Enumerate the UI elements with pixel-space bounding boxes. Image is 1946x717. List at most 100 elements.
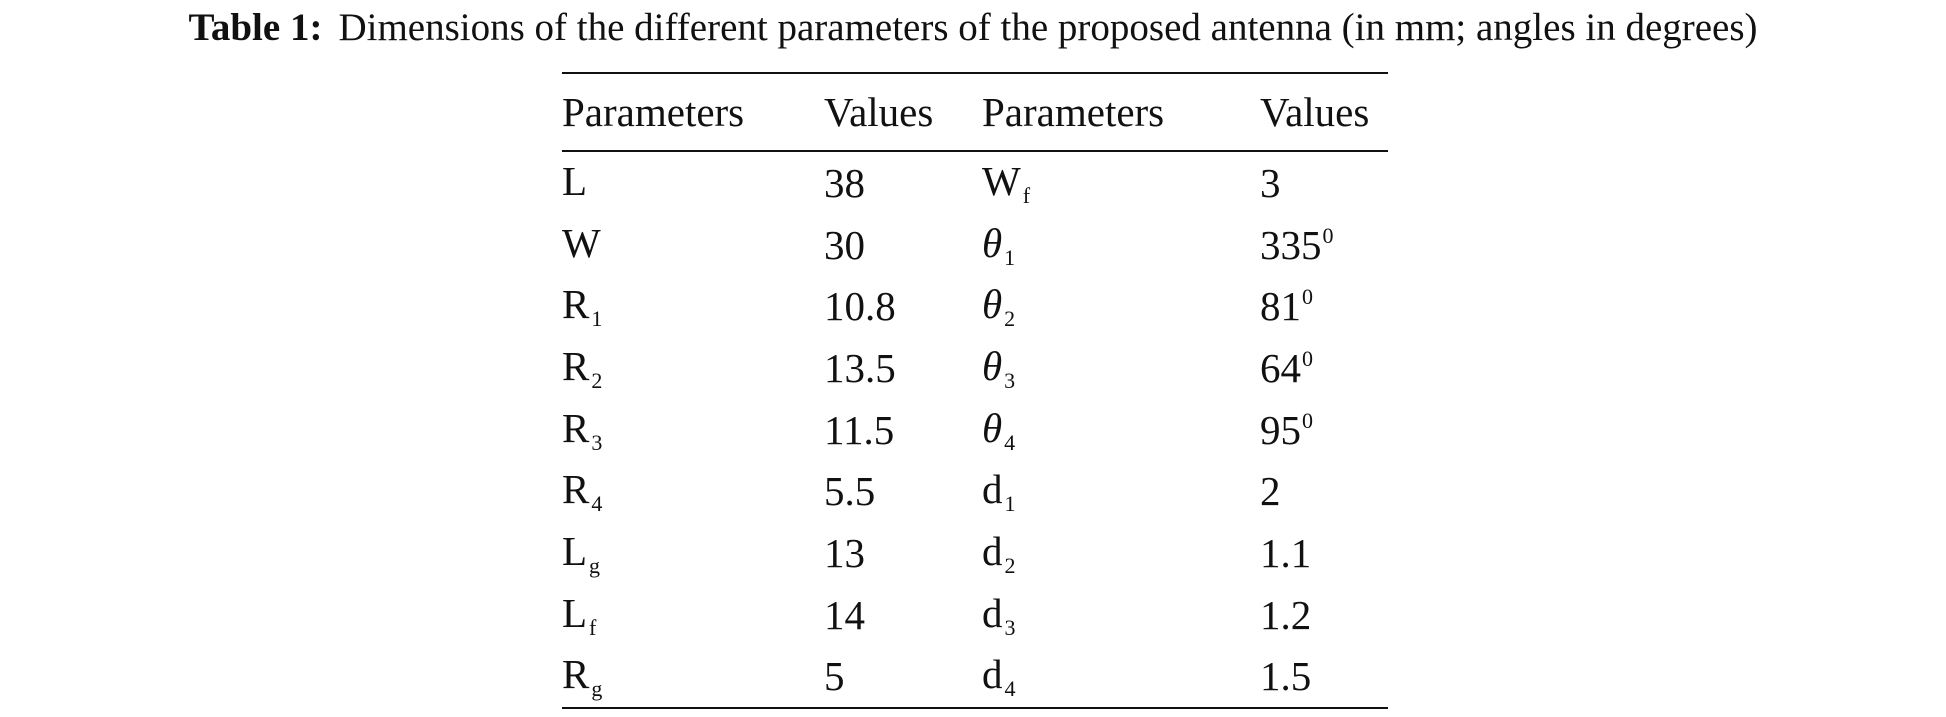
parameter-cell-left-subscript: 4 [591,491,603,517]
value-cell-left: 38 [824,151,982,214]
parameter-cell-right-symbol: d [982,589,1003,636]
parameter-cell-left: L [562,151,824,214]
value-cell-right: 1.2 [1260,584,1388,646]
parameter-cell-left: R3 [562,399,824,461]
value-cell-left-number: 5 [824,653,845,700]
parameter-cell-left-subscript: f [589,614,597,640]
parameter-cell-left-symbol: R [562,651,590,698]
value-cell-right-number: 1.5 [1260,653,1312,700]
value-cell-right-superscript: 0 [1302,345,1313,371]
parameter-cell-left: Rg [562,646,824,709]
parameter-cell-right: d1 [982,460,1260,522]
table-row: R2 13.5 θ3 640 [562,337,1388,399]
parameter-cell-right-symbol: θ [982,219,1003,266]
parameter-cell-right: θ4 [982,399,1260,461]
table-row: Rg 5 d4 1.5 [562,646,1388,709]
parameter-cell-left-subscript: 3 [591,429,603,455]
parameter-cell-left-subscript: g [589,552,601,578]
value-cell-right: 810 [1260,275,1388,337]
parameter-cell-right-symbol: W [982,157,1021,204]
value-cell-left-number: 38 [824,159,865,206]
parameter-cell-right-symbol: d [982,651,1003,698]
caption-label: Table 1: [188,6,323,49]
parameter-cell-left-symbol: L [562,157,588,204]
parameter-cell-left-subscript: 1 [591,306,603,332]
value-cell-left-number: 11.5 [824,406,895,453]
parameter-cell-left: Lf [562,584,824,646]
value-cell-right: 640 [1260,337,1388,399]
value-cell-right-number: 81 [1260,283,1301,330]
parameter-cell-right: d2 [982,522,1260,584]
value-cell-left-number: 5.5 [824,468,876,515]
value-cell-left: 13 [824,522,982,584]
parameter-cell-left: R2 [562,337,824,399]
parameter-cell-left-symbol: R [562,466,590,513]
value-cell-right: 1.1 [1260,522,1388,584]
value-cell-left: 13.5 [824,337,982,399]
parameter-cell-right-subscript: 3 [1004,367,1016,393]
value-cell-left-number: 10.8 [824,283,896,330]
parameter-cell-right-subscript: 2 [1004,552,1016,578]
parameter-cell-right-subscript: f [1022,182,1031,208]
value-cell-left: 11.5 [824,399,982,461]
parameter-cell-right-symbol: θ [982,342,1003,389]
table-row: Lg 13 d2 1.1 [562,522,1388,584]
parameter-cell-left: W [562,214,824,276]
value-cell-left: 14 [824,584,982,646]
parameter-cell-left: R4 [562,460,824,522]
value-cell-right-superscript: 0 [1302,407,1313,433]
parameter-cell-right-symbol: θ [982,281,1003,328]
value-cell-right: 2 [1260,460,1388,522]
parameter-cell-left-symbol: R [562,342,590,389]
value-cell-left: 10.8 [824,275,982,337]
parameter-cell-right: θ3 [982,337,1260,399]
value-cell-right-number: 1.1 [1260,529,1312,576]
value-cell-left: 5.5 [824,460,982,522]
value-cell-left-number: 30 [824,221,865,268]
parameter-cell-left-symbol: L [562,589,588,636]
parameter-cell-right: Wf [982,151,1260,214]
parameter-cell-right-subscript: 3 [1004,614,1016,640]
parameter-cell-left: Lg [562,522,824,584]
value-cell-left-number: 13 [824,529,865,576]
value-cell-left-number: 14 [824,591,865,638]
parameter-cell-right-subscript: 1 [1004,244,1016,270]
parameter-cell-right-symbol: d [982,466,1003,513]
value-cell-right-superscript: 0 [1322,222,1334,248]
parameter-cell-right: d3 [982,584,1260,646]
parameter-cell-right: θ2 [982,275,1260,337]
parameters-table-container: Parameters Values Parameters Values L 38 W… [562,72,1388,709]
value-cell-right: 3350 [1260,214,1388,276]
parameter-cell-right-subscript: 2 [1004,306,1016,332]
caption-text: Dimensions of the different parameters o… [338,6,1758,49]
parameter-cell-right: d4 [982,646,1260,709]
parameter-cell-left-symbol: L [562,527,588,574]
value-cell-left-number: 13.5 [824,344,896,391]
table-header-row: Parameters Values Parameters Values [562,73,1388,151]
parameters-table: Parameters Values Parameters Values L 38 W… [562,72,1388,709]
parameter-cell-left: R1 [562,275,824,337]
value-cell-right-number: 2 [1260,468,1281,515]
table-row: L 38 Wf 3 [562,151,1388,214]
parameter-cell-right-subscript: 1 [1004,491,1016,517]
parameter-cell-left-symbol: W [562,219,601,266]
table-caption: Table 1: Dimensions of the different para… [0,2,1946,54]
value-cell-left: 30 [824,214,982,276]
value-cell-right: 1.5 [1260,646,1388,709]
parameter-cell-left-subscript: g [591,676,603,702]
header-parameters-2: Parameters [982,89,1165,135]
value-cell-right-number: 1.2 [1260,591,1312,638]
parameter-cell-left-subscript: 2 [591,367,603,393]
parameter-cell-right-symbol: θ [982,404,1003,451]
value-cell-right-number: 95 [1260,406,1301,453]
value-cell-right: 950 [1260,399,1388,461]
parameter-cell-right-symbol: d [982,527,1003,574]
value-cell-right-number: 3 [1260,159,1281,206]
table-row: W 30 θ1 3350 [562,214,1388,276]
table-row: R1 10.8 θ2 810 [562,275,1388,337]
header-parameters-1: Parameters [562,89,745,135]
parameter-cell-right: θ1 [982,214,1260,276]
value-cell-right: 3 [1260,151,1388,214]
value-cell-left: 5 [824,646,982,709]
header-values-2: Values [1260,89,1370,135]
